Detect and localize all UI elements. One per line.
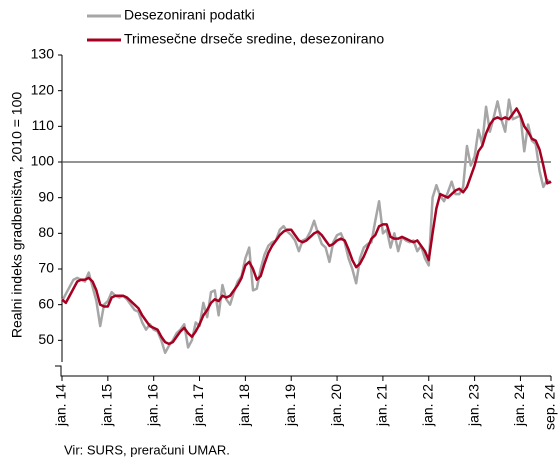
x-tick-label: jan. 20 [328,384,344,427]
y-tick-label: 50 [38,331,54,347]
legend-label: Desezonirani podatki [124,7,255,23]
series-line [61,107,552,346]
x-tick-label: jan. 22 [419,384,435,427]
y-tick-label: 90 [38,188,54,204]
x-tick-label: jan. 23 [465,384,481,427]
x-tick-label: jan. 14 [53,384,69,427]
x-tick-label: jan. 21 [374,384,390,427]
y-tick-label: 130 [31,46,55,62]
x-tick-label: sep. 24 [542,384,558,430]
x-tick-label: jan. 17 [190,384,206,427]
y-tick-label: 80 [38,224,54,240]
y-tick-label: 60 [38,295,54,311]
series-line [60,98,552,355]
x-tick-label: jan. 15 [99,384,115,427]
legend-label: Trimesečne drseče sredine, desezonirano [124,31,384,47]
x-tick-label: jan. 18 [236,384,252,427]
y-tick-label: 110 [32,117,55,133]
x-tick-label: jan. 16 [144,384,160,427]
y-axis-label: Realni indeks gradbeništva, 2010 = 100 [9,92,25,339]
x-tick-label: jan. 19 [282,384,298,427]
y-tick-label: 70 [38,260,54,276]
x-tick-label: jan. 24 [511,384,527,427]
source-note: Vir: SURS, preračuni UMAR. [64,442,230,457]
y-tick-label: 100 [31,153,55,169]
axis-break [55,365,68,377]
y-tick-label: 120 [31,81,55,97]
